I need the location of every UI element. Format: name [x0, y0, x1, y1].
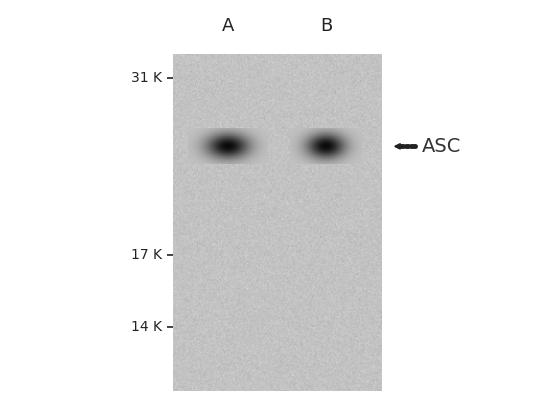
Text: 17 K: 17 K: [131, 248, 162, 261]
Text: A: A: [222, 17, 234, 35]
FancyBboxPatch shape: [173, 54, 382, 391]
Text: ASC: ASC: [422, 137, 461, 156]
Text: 14 K: 14 K: [131, 320, 162, 334]
Text: 31 K: 31 K: [131, 71, 162, 85]
Text: B: B: [320, 17, 332, 35]
